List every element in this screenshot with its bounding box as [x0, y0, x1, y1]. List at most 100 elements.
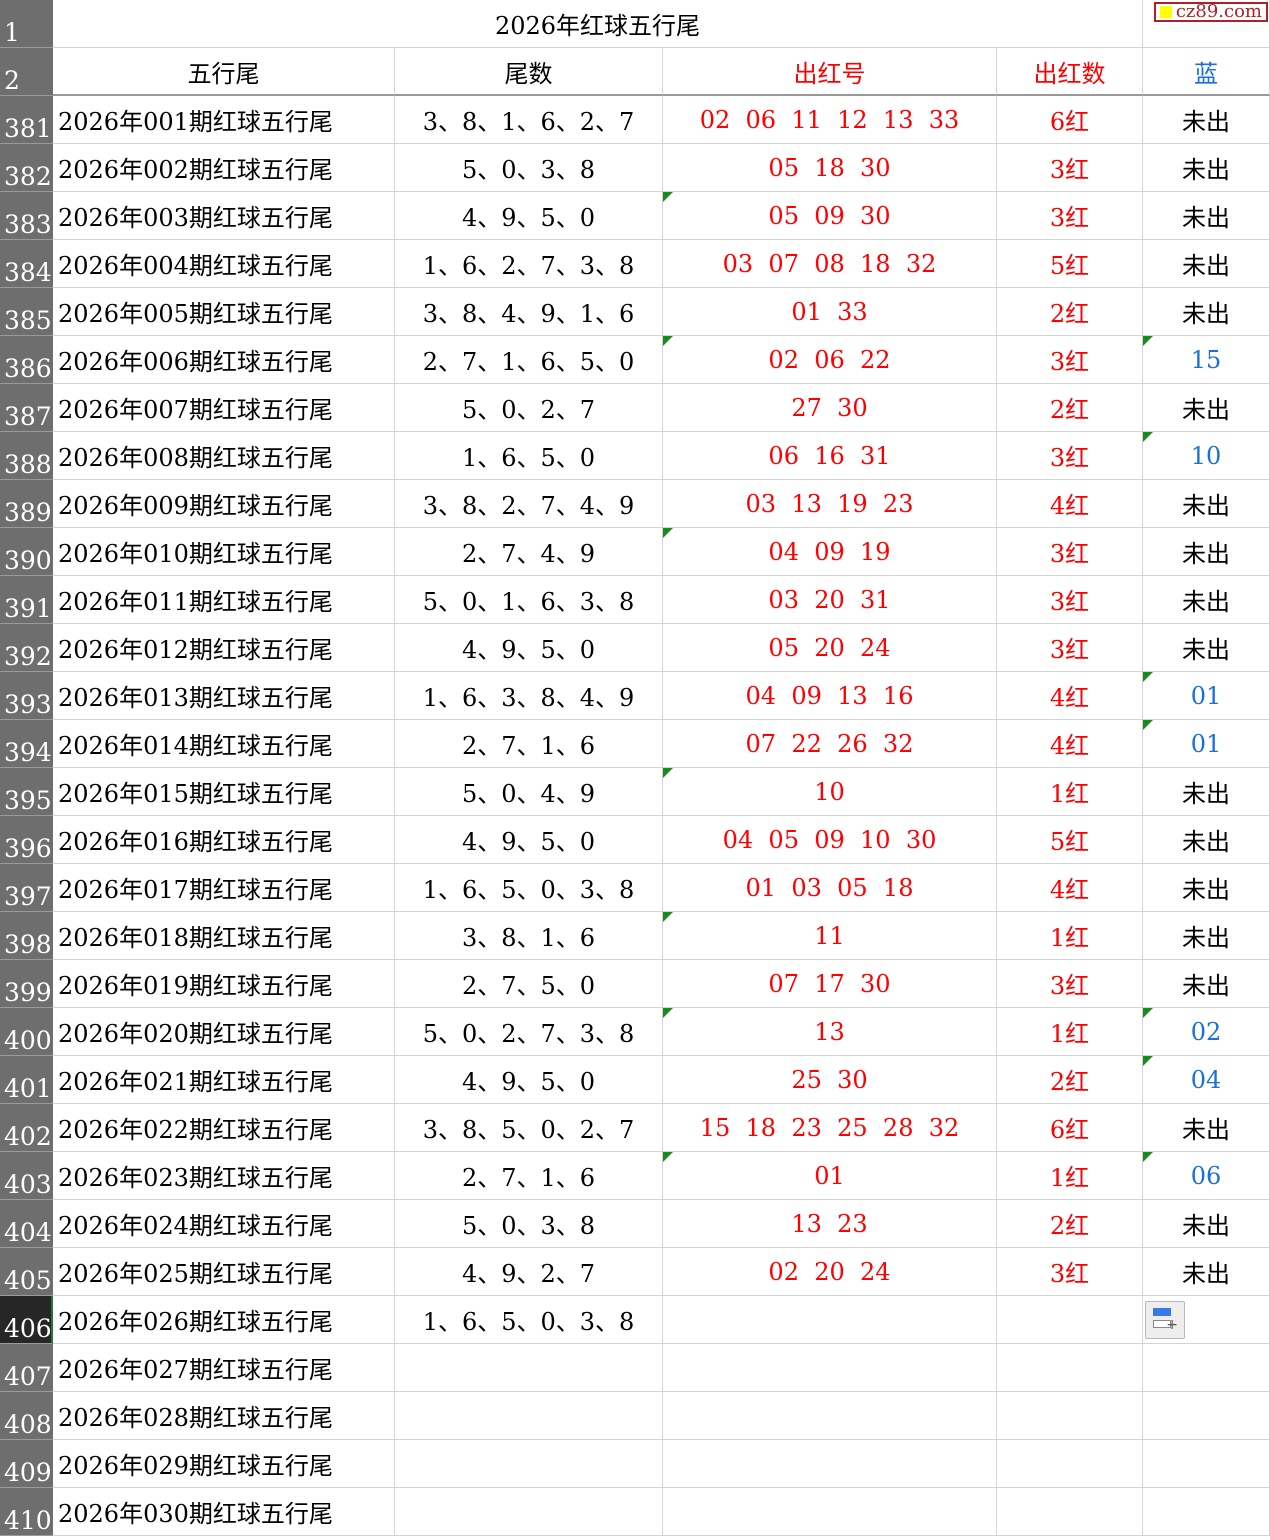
row-header[interactable]: 404 — [0, 1200, 53, 1248]
cell-red-count[interactable]: 2红 — [997, 288, 1143, 336]
cell-period[interactable]: 2026年027期红球五行尾 — [53, 1344, 395, 1392]
cell-tail-digits[interactable]: 3、8、5、0、2、7 — [395, 1104, 663, 1152]
cell-red-count[interactable]: 3红 — [997, 336, 1143, 384]
cell-period[interactable]: 2026年030期红球五行尾 — [53, 1488, 395, 1536]
cell-blue[interactable]: 未出 — [1143, 864, 1270, 912]
cell-red-count[interactable] — [997, 1488, 1143, 1536]
cell-blue[interactable]: 10 — [1143, 432, 1270, 480]
cell-red-count[interactable]: 3红 — [997, 1248, 1143, 1296]
row-header[interactable]: 400 — [0, 1008, 53, 1056]
row-header[interactable]: 382 — [0, 144, 53, 192]
cell-blue[interactable] — [1143, 1488, 1270, 1536]
cell-blue[interactable]: 未出 — [1143, 768, 1270, 816]
cell-blue[interactable] — [1143, 1440, 1270, 1488]
cell-blue[interactable]: 未出 — [1143, 240, 1270, 288]
row-header[interactable]: 409 — [0, 1440, 53, 1488]
cell-red-count[interactable]: 3红 — [997, 576, 1143, 624]
cell-red-count[interactable]: 4红 — [997, 720, 1143, 768]
cell-red-count[interactable]: 5红 — [997, 240, 1143, 288]
cell-tail-digits[interactable]: 5、0、3、8 — [395, 144, 663, 192]
cell-period[interactable]: 2026年005期红球五行尾 — [53, 288, 395, 336]
cell-red-numbers[interactable]: 06 16 31 — [663, 432, 997, 480]
cell-red-numbers[interactable]: 15 18 23 25 28 32 — [663, 1104, 997, 1152]
cell-red-numbers[interactable]: 02 20 24 — [663, 1248, 997, 1296]
header-lan[interactable]: 蓝 — [1143, 48, 1270, 96]
cell-period[interactable]: 2026年013期红球五行尾 — [53, 672, 395, 720]
row-header[interactable]: 381 — [0, 96, 53, 144]
row-header[interactable]: 395 — [0, 768, 53, 816]
cell-red-count[interactable]: 3红 — [997, 624, 1143, 672]
cell-red-numbers[interactable]: 25 30 — [663, 1056, 997, 1104]
cell-red-numbers[interactable]: 27 30 — [663, 384, 997, 432]
cell-red-count[interactable]: 3红 — [997, 432, 1143, 480]
cell-red-count[interactable] — [997, 1344, 1143, 1392]
cell-red-numbers[interactable]: 07 17 30 — [663, 960, 997, 1008]
paste-options-icon[interactable]: + — [1145, 1301, 1185, 1339]
cell-blue[interactable]: 01 — [1143, 672, 1270, 720]
cell-blue[interactable]: 未出 — [1143, 288, 1270, 336]
cell-period[interactable]: 2026年029期红球五行尾 — [53, 1440, 395, 1488]
header-chuhonghao[interactable]: 出红号 — [663, 48, 997, 96]
cell-red-count[interactable] — [997, 1440, 1143, 1488]
cell-tail-digits[interactable]: 2、7、1、6、5、0 — [395, 336, 663, 384]
cell-tail-digits[interactable]: 5、0、2、7、3、8 — [395, 1008, 663, 1056]
row-header[interactable]: 393 — [0, 672, 53, 720]
cell-tail-digits[interactable]: 2、7、1、6 — [395, 720, 663, 768]
cell-tail-digits[interactable]: 3、8、2、7、4、9 — [395, 480, 663, 528]
row-header[interactable]: 388 — [0, 432, 53, 480]
cell-period[interactable]: 2026年022期红球五行尾 — [53, 1104, 395, 1152]
cell-red-numbers[interactable]: 13 — [663, 1008, 997, 1056]
cell-blue[interactable]: 未出 — [1143, 816, 1270, 864]
cell-period[interactable]: 2026年023期红球五行尾 — [53, 1152, 395, 1200]
cell-red-numbers[interactable]: 05 18 30 — [663, 144, 997, 192]
cell-red-numbers[interactable]: 04 09 19 — [663, 528, 997, 576]
cell-red-numbers[interactable]: 02 06 22 — [663, 336, 997, 384]
row-header[interactable]: 390 — [0, 528, 53, 576]
row-header[interactable]: 396 — [0, 816, 53, 864]
cell-red-numbers[interactable]: 04 09 13 16 — [663, 672, 997, 720]
cell-red-count[interactable]: 6红 — [997, 1104, 1143, 1152]
cell-tail-digits[interactable]: 3、8、1、6、2、7 — [395, 96, 663, 144]
cell-red-numbers[interactable]: 10 — [663, 768, 997, 816]
row-header[interactable]: 392 — [0, 624, 53, 672]
cell-red-count[interactable]: 2红 — [997, 1200, 1143, 1248]
cell-red-count[interactable]: 2红 — [997, 1056, 1143, 1104]
cell-red-numbers[interactable] — [663, 1296, 997, 1344]
cell-red-numbers[interactable]: 03 07 08 18 32 — [663, 240, 997, 288]
cell-tail-digits[interactable] — [395, 1392, 663, 1440]
row-header[interactable]: 401 — [0, 1056, 53, 1104]
cell-red-count[interactable] — [997, 1296, 1143, 1344]
cell-red-count[interactable]: 1红 — [997, 1152, 1143, 1200]
header-weishu[interactable]: 尾数 — [395, 48, 663, 96]
cell-blue[interactable]: 未出 — [1143, 480, 1270, 528]
cell-tail-digits[interactable]: 5、0、2、7 — [395, 384, 663, 432]
cell-red-numbers[interactable] — [663, 1440, 997, 1488]
header-chuhongshu[interactable]: 出红数 — [997, 48, 1143, 96]
cell-period[interactable]: 2026年006期红球五行尾 — [53, 336, 395, 384]
cell-red-numbers[interactable]: 02 06 11 12 13 33 — [663, 96, 997, 144]
cell-red-count[interactable]: 3红 — [997, 144, 1143, 192]
row-header[interactable]: 385 — [0, 288, 53, 336]
cell-period[interactable]: 2026年008期红球五行尾 — [53, 432, 395, 480]
cell-red-numbers[interactable]: 04 05 09 10 30 — [663, 816, 997, 864]
row-header[interactable]: 387 — [0, 384, 53, 432]
cell-period[interactable]: 2026年002期红球五行尾 — [53, 144, 395, 192]
cell-tail-digits[interactable]: 1、6、5、0、3、8 — [395, 1296, 663, 1344]
cell-red-count[interactable]: 3红 — [997, 192, 1143, 240]
row-header[interactable]: 410 — [0, 1488, 53, 1536]
cell-red-count[interactable]: 1红 — [997, 912, 1143, 960]
row-header[interactable]: 399 — [0, 960, 53, 1008]
cell-blue[interactable] — [1143, 1344, 1270, 1392]
cell-red-numbers[interactable] — [663, 1344, 997, 1392]
cell-red-numbers[interactable]: 03 13 19 23 — [663, 480, 997, 528]
row-header[interactable]: 389 — [0, 480, 53, 528]
row-header[interactable]: 386 — [0, 336, 53, 384]
cell-blue[interactable] — [1143, 1392, 1270, 1440]
header-wuxingwei[interactable]: 五行尾 — [53, 48, 395, 96]
cell-red-count[interactable]: 6红 — [997, 96, 1143, 144]
cell-period[interactable]: 2026年021期红球五行尾 — [53, 1056, 395, 1104]
cell-red-numbers[interactable]: 05 09 30 — [663, 192, 997, 240]
cell-tail-digits[interactable]: 4、9、5、0 — [395, 1056, 663, 1104]
cell-blue[interactable]: 未出 — [1143, 960, 1270, 1008]
cell-period[interactable]: 2026年012期红球五行尾 — [53, 624, 395, 672]
